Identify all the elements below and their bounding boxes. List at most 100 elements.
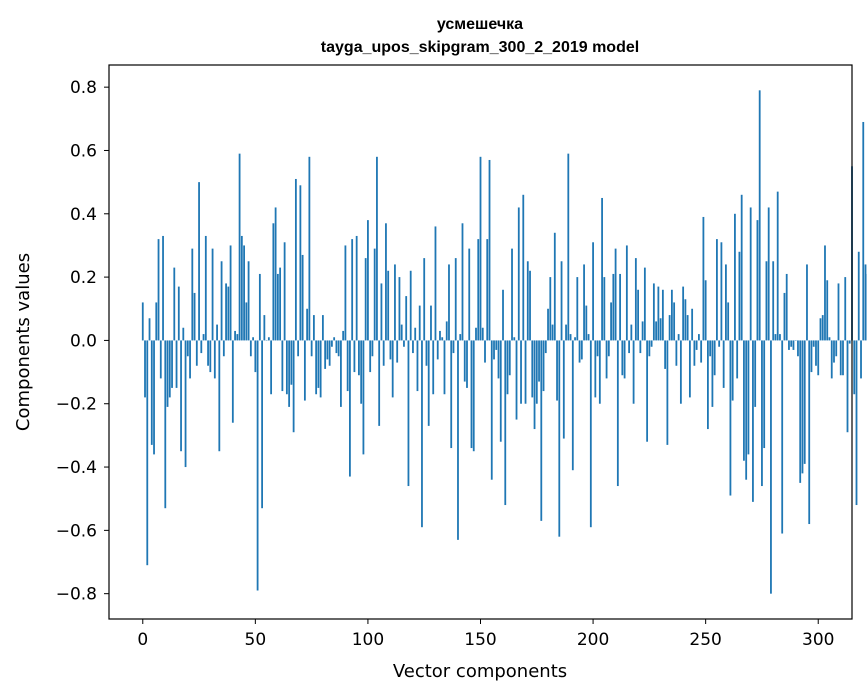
bar — [499, 340, 502, 442]
bar — [623, 340, 626, 379]
bar — [639, 340, 642, 354]
bar — [621, 340, 624, 376]
bar — [785, 273, 788, 341]
bar — [335, 340, 338, 354]
bar — [779, 334, 781, 341]
bars-group — [141, 90, 867, 594]
bar — [418, 305, 421, 341]
bar — [565, 324, 567, 341]
bar — [533, 340, 536, 430]
bar — [207, 340, 209, 366]
bar — [240, 235, 243, 341]
bar — [763, 340, 766, 449]
bar — [315, 340, 318, 395]
bar — [857, 251, 860, 341]
bar — [738, 251, 741, 341]
bar — [632, 340, 635, 404]
x-tick-label: 50 — [245, 630, 267, 650]
plot-frame — [108, 64, 853, 620]
bar — [148, 318, 151, 341]
bar — [544, 340, 547, 354]
y-tick-label: 0.0 — [70, 331, 97, 351]
bar — [797, 340, 799, 357]
bar — [211, 248, 214, 341]
bar — [619, 273, 621, 341]
bar — [186, 340, 189, 357]
bar — [385, 223, 387, 341]
x-tick-label: 150 — [464, 630, 496, 650]
bar — [193, 292, 196, 341]
bar — [729, 340, 732, 496]
bar — [749, 207, 752, 341]
x-tick-label: 200 — [577, 630, 609, 650]
bar — [222, 340, 225, 357]
bar — [362, 340, 365, 455]
bar — [472, 340, 475, 452]
bar — [319, 340, 322, 398]
bar — [758, 90, 761, 341]
bar — [765, 261, 768, 341]
bar — [603, 277, 606, 341]
bar — [407, 340, 410, 487]
bar — [168, 340, 171, 398]
bar — [770, 340, 772, 594]
bar — [427, 340, 430, 426]
bar — [342, 330, 345, 341]
bar — [312, 315, 315, 341]
bar — [279, 267, 282, 341]
bar — [195, 340, 198, 366]
bar — [754, 340, 757, 407]
bar — [344, 245, 347, 341]
bar — [747, 340, 750, 455]
bar — [688, 340, 691, 398]
bar — [839, 340, 842, 376]
bar — [175, 340, 178, 388]
bar — [553, 232, 556, 341]
bar — [290, 340, 293, 385]
bar — [333, 337, 336, 341]
bar — [162, 235, 164, 341]
bar — [513, 337, 516, 341]
bar — [542, 340, 545, 392]
bar — [630, 324, 633, 341]
bar — [652, 283, 655, 341]
bar — [439, 330, 441, 341]
bar — [261, 340, 263, 509]
bar — [189, 340, 191, 379]
bar — [171, 340, 173, 388]
bar — [713, 340, 716, 376]
bar — [394, 264, 396, 341]
bar — [486, 239, 489, 341]
bar — [477, 239, 480, 341]
bar — [815, 340, 817, 366]
bar — [198, 182, 200, 341]
bar — [425, 340, 428, 366]
bar — [700, 340, 703, 363]
bar — [612, 273, 615, 341]
bar — [481, 327, 484, 341]
bar — [610, 302, 612, 341]
bar — [731, 340, 734, 401]
bar — [274, 207, 277, 341]
bar — [596, 340, 599, 357]
bar — [707, 340, 709, 430]
bar — [331, 340, 333, 347]
bar — [351, 239, 354, 341]
bar — [578, 340, 581, 363]
bar — [276, 273, 279, 341]
bar — [247, 261, 250, 341]
bar — [391, 340, 394, 398]
bar — [441, 337, 444, 341]
bar — [256, 340, 259, 591]
bar — [146, 340, 149, 566]
bar — [625, 245, 628, 341]
bar — [740, 194, 743, 341]
y-tick-label: −0.6 — [56, 521, 97, 541]
bar — [416, 340, 419, 392]
bar — [353, 340, 356, 373]
bar — [522, 194, 525, 341]
bar — [558, 340, 561, 537]
bar — [292, 340, 295, 433]
y-tick-label: −0.4 — [56, 458, 97, 478]
